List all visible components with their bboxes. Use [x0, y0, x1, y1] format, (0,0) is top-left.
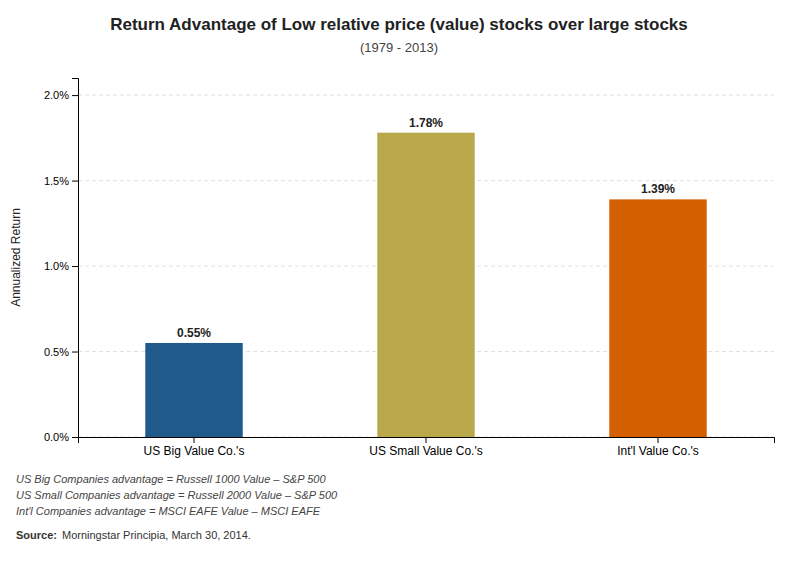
y-axis: 0.0% 0.5% 1.0% 1.5% 2.0% [44, 79, 79, 444]
bar [609, 199, 706, 437]
tick-mark [72, 266, 78, 267]
tick-label: 1.5% [44, 175, 69, 187]
bars [145, 133, 706, 437]
data-label: 1.78% [409, 116, 443, 130]
grid [78, 95, 774, 437]
tick-label: Int'l Value Co.'s [617, 444, 699, 458]
x-axis: US Big Value Co.'s US Small Value Co.'s In… [79, 437, 775, 458]
footnote: Int'l Companies advantage = MSCI EAFE Va… [16, 505, 321, 517]
subtitle: (1979 - 2013) [360, 40, 438, 55]
tick: 1.5% [44, 175, 78, 187]
tick: US Small Value Co.'s [369, 437, 482, 458]
tick-label: US Small Value Co.'s [369, 444, 482, 458]
data-labels: 0.55% 1.78% 1.39% [177, 116, 675, 340]
tick-label: 0.0% [44, 431, 69, 443]
source: Morningstar Principia, March 30, 2014. [62, 529, 251, 541]
grid-line [78, 95, 774, 96]
data-label: 1.39% [641, 182, 675, 196]
tick: Int'l Value Co.'s [617, 437, 699, 458]
axis-line [72, 79, 79, 438]
annotations: US Big Companies advantage = Russell 100… [16, 473, 338, 541]
tick: 2.0% [44, 89, 78, 101]
tick-label: 0.5% [44, 346, 69, 358]
axis-line [79, 438, 775, 444]
tick: 1.0% [44, 260, 78, 272]
tick-mark [72, 95, 78, 96]
tick-mark [72, 181, 78, 182]
bar [377, 133, 474, 437]
source-label: Source: [16, 529, 57, 541]
bar [145, 343, 242, 437]
tick-mark [426, 437, 427, 443]
tick-label: 2.0% [44, 89, 69, 101]
chart: Return Advantage of Low relative price (… [0, 0, 798, 567]
data-label: 0.55% [177, 326, 211, 340]
title: Return Advantage of Low relative price (… [110, 15, 688, 34]
footnote: US Small Companies advantage = Russell 2… [16, 489, 338, 501]
plot: 0.55% 1.78% 1.39% 0.0% 0.5% 1.0% 1.5% 2.0% US Bi… [44, 79, 775, 458]
tick-mark [72, 437, 78, 438]
tick-label: US Big Value Co.'s [144, 444, 245, 458]
tick-mark [72, 352, 78, 353]
footnote: US Big Companies advantage = Russell 100… [16, 473, 326, 485]
tick-label: 1.0% [44, 260, 69, 272]
tick: 0.0% [44, 431, 78, 443]
y-axis-label: Annualized Return [9, 208, 23, 307]
tick-mark [658, 437, 659, 443]
tick: US Big Value Co.'s [144, 437, 245, 458]
tick: 0.5% [44, 346, 78, 358]
tick-mark [194, 437, 195, 443]
